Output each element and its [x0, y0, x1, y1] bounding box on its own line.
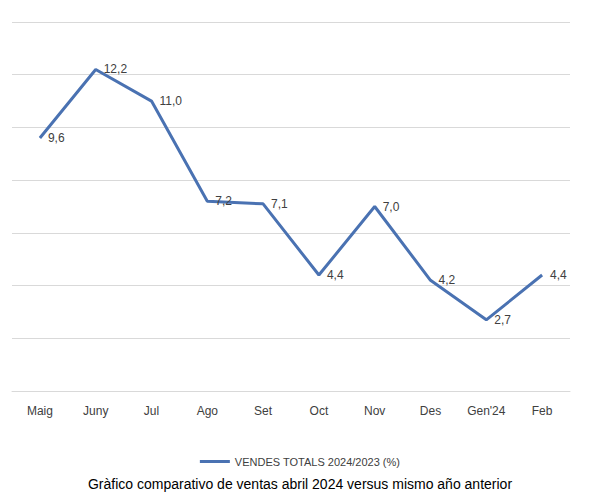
svg-text:7,0: 7,0	[383, 200, 400, 214]
svg-text:4,2: 4,2	[439, 273, 456, 287]
svg-text:Feb: Feb	[532, 404, 553, 418]
svg-text:Maig: Maig	[27, 404, 53, 418]
svg-text:Ago: Ago	[197, 404, 219, 418]
svg-text:Set: Set	[254, 404, 273, 418]
svg-text:Nov: Nov	[364, 404, 385, 418]
svg-text:9,6: 9,6	[48, 131, 65, 145]
svg-text:7,2: 7,2	[215, 194, 232, 208]
svg-text:Jul: Jul	[144, 404, 159, 418]
svg-text:VENDES TOTALS 2024/2023 (%): VENDES TOTALS 2024/2023 (%)	[235, 456, 400, 468]
svg-text:Des: Des	[420, 404, 441, 418]
svg-text:7,1: 7,1	[271, 197, 288, 211]
svg-text:Oct: Oct	[310, 404, 329, 418]
svg-text:Gràfico comparativo de ventas: Gràfico comparativo de ventas abril 2024…	[88, 476, 512, 492]
svg-text:4,4: 4,4	[327, 268, 344, 282]
svg-text:2,7: 2,7	[494, 313, 511, 327]
svg-text:Gen'24: Gen'24	[467, 404, 506, 418]
svg-text:Juny: Juny	[83, 404, 108, 418]
svg-text:11,0: 11,0	[160, 94, 183, 108]
svg-text:4,4: 4,4	[550, 268, 567, 282]
svg-text:12,2: 12,2	[104, 62, 128, 76]
